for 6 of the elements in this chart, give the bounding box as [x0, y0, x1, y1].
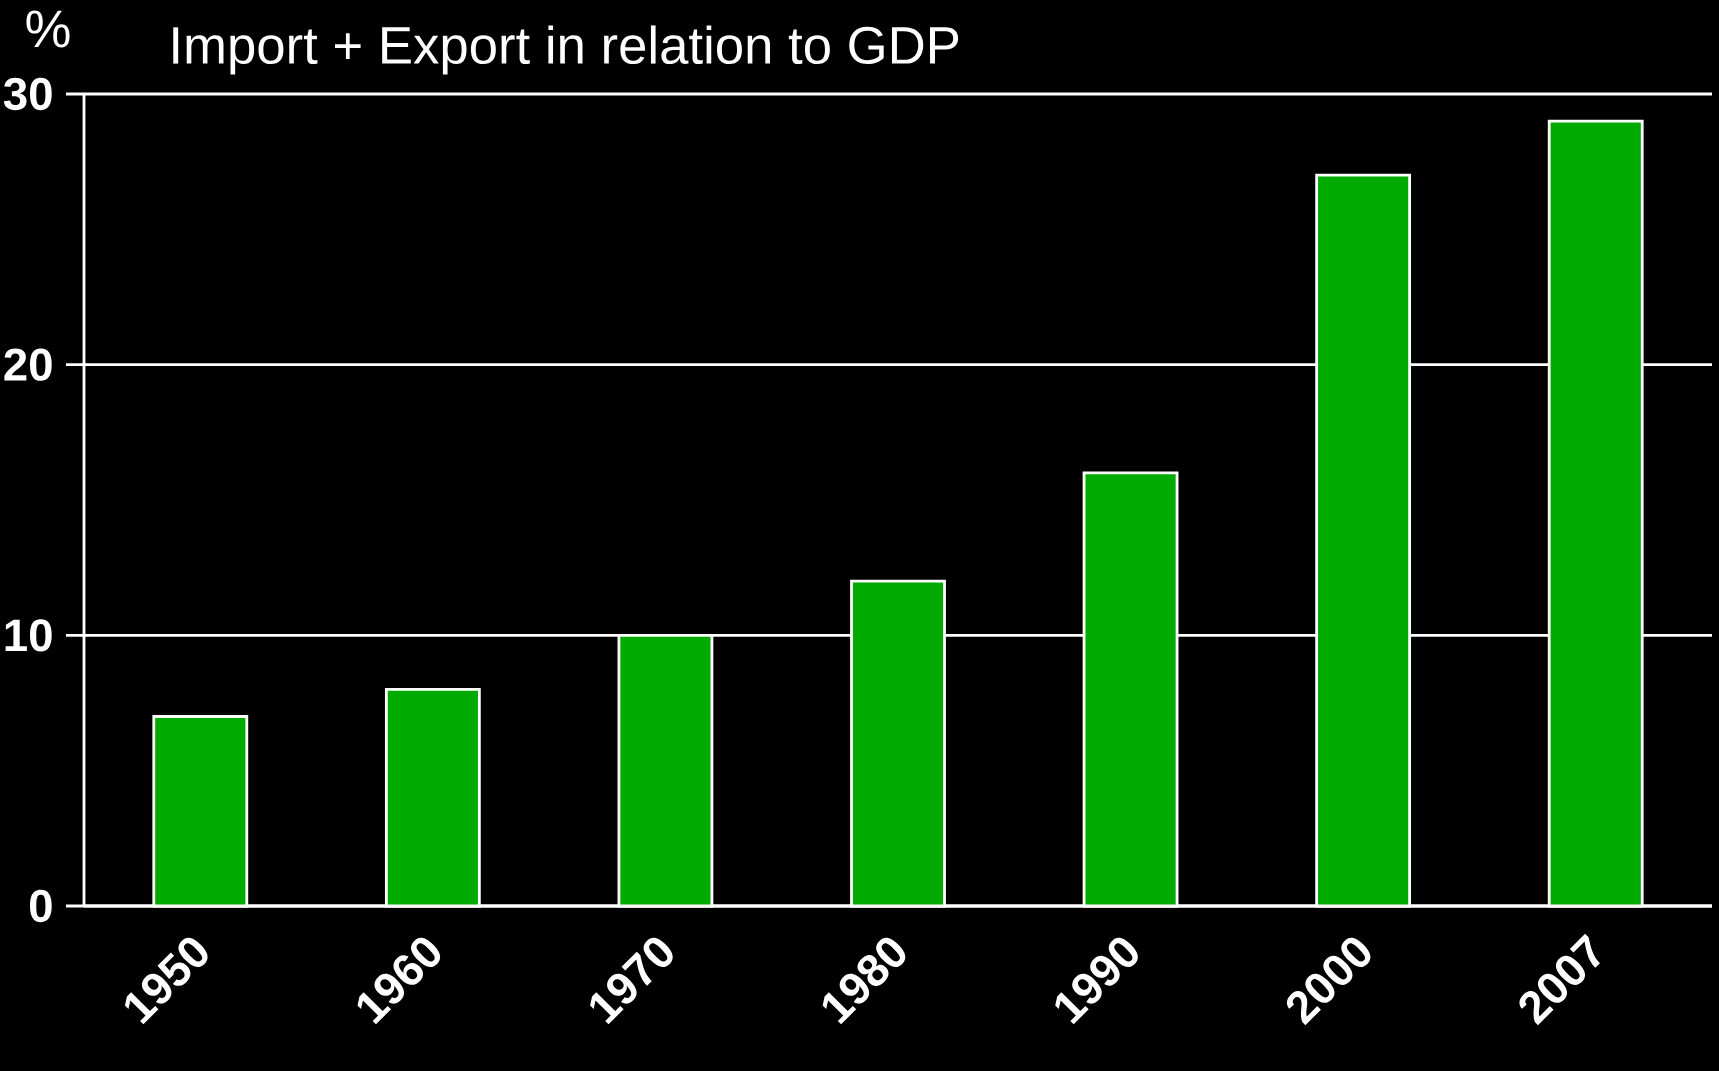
y-tick-label: 0	[29, 889, 52, 923]
y-tick-label: 10	[5, 619, 52, 652]
y-axis-title: %	[26, 10, 70, 48]
y-tick-label: 30	[3, 77, 52, 111]
chart-title: Import + Export in relation to GDP	[173, 25, 959, 75]
y-tick-label: 20	[4, 348, 52, 381]
